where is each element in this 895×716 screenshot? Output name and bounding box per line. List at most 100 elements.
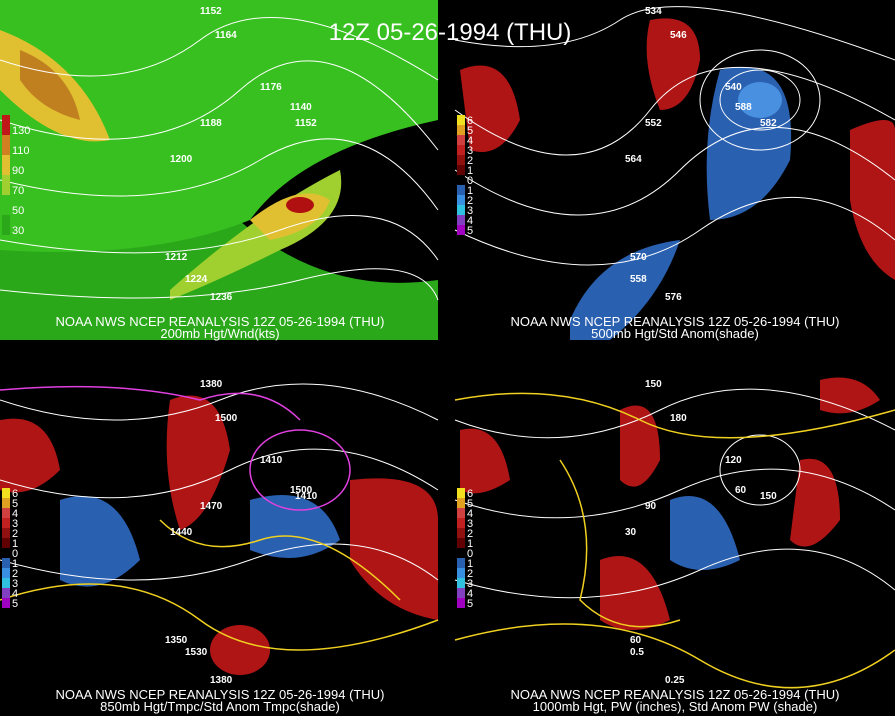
- legend-label: 110: [12, 145, 30, 157]
- contour-label: 1380: [210, 675, 233, 686]
- legend-swatch: [2, 175, 10, 195]
- legend-label: 4: [467, 215, 473, 227]
- legend-label: 6: [12, 488, 18, 500]
- legend-swatch: [2, 598, 10, 608]
- contour-label: 30: [625, 527, 637, 538]
- contour-label: 120: [725, 455, 742, 466]
- legend-label: 3: [467, 205, 473, 217]
- legend-swatch: [2, 215, 10, 235]
- legend-swatch: [457, 548, 465, 558]
- legend-label: 3: [467, 145, 473, 157]
- legend-swatch: [2, 488, 10, 498]
- legend-label: 3: [467, 518, 473, 530]
- legend-swatch: [457, 588, 465, 598]
- legend-swatch: [457, 488, 465, 498]
- caption: NOAA NWS NCEP REANALYSIS 12Z 05-26-1994 …: [511, 314, 840, 329]
- legend-swatch: [2, 568, 10, 578]
- contour-label: 150: [645, 379, 662, 390]
- legend-swatch: [457, 135, 465, 145]
- contour-label: 1500: [290, 485, 313, 496]
- legend-label: 0: [467, 548, 473, 560]
- legend-label: 1: [12, 558, 18, 570]
- subcaption: 1000mb Hgt, PW (inches), Std Anom PW (sh…: [533, 699, 818, 714]
- contour-label: 1410: [295, 491, 318, 502]
- legend-swatch: [457, 558, 465, 568]
- contour-label: 1470: [200, 501, 223, 512]
- legend-swatch: [457, 538, 465, 548]
- legend-swatch: [2, 528, 10, 538]
- legend-swatch: [2, 498, 10, 508]
- caption: NOAA NWS NCEP REANALYSIS 12Z 05-26-1994 …: [56, 314, 385, 329]
- contour-label: 1224: [185, 274, 208, 285]
- legend-swatch: [457, 155, 465, 165]
- contour-label: 570: [630, 252, 647, 263]
- legend-label: 5: [467, 498, 473, 510]
- legend-swatch: [2, 195, 10, 215]
- legend-label: 6: [467, 115, 473, 127]
- legend-swatch: [457, 518, 465, 528]
- legend-swatch: [457, 568, 465, 578]
- legend-label: 3: [467, 578, 473, 590]
- legend-swatch: [2, 155, 10, 175]
- legend-swatch: [457, 225, 465, 235]
- legend-label: 1: [467, 538, 473, 550]
- panel-850mb: [0, 373, 439, 716]
- legend-swatch: [2, 508, 10, 518]
- legend-swatch: [457, 498, 465, 508]
- contour-label: 576: [665, 292, 682, 303]
- legend-label: 2: [12, 568, 18, 580]
- legend-label: 1: [467, 165, 473, 177]
- legend-label: 0: [467, 175, 473, 187]
- legend-swatch: [2, 538, 10, 548]
- contour-label: 1152: [295, 118, 317, 129]
- legend-label: 0: [12, 548, 18, 560]
- legend-label: 2: [12, 528, 18, 540]
- title: 12Z 05-26-1994 (THU): [329, 19, 572, 46]
- contour-label: 564: [625, 154, 642, 165]
- subcaption: 500mb Hgt/Std Anom(shade): [591, 326, 759, 341]
- contour-label: 180: [670, 413, 687, 424]
- subcaption: 850mb Hgt/Tmpc/Std Anom Tmpc(shade): [100, 699, 340, 714]
- legend-swatch: [2, 588, 10, 598]
- contour-label: 558: [630, 274, 647, 285]
- legend-label: 1: [467, 185, 473, 197]
- legend-swatch: [457, 145, 465, 155]
- subcaption: 200mb Hgt/Wnd(kts): [160, 326, 279, 341]
- contour-label: 1188: [200, 118, 222, 129]
- panel-1000mb: [454, 373, 895, 716]
- contour-label: 552: [645, 118, 662, 129]
- legend-swatch: [457, 598, 465, 608]
- legend-swatch: [457, 185, 465, 195]
- legend-label: 3: [12, 518, 18, 530]
- legend-swatch: [2, 578, 10, 588]
- contour-label: 588: [735, 102, 752, 113]
- contour-label: 1350: [165, 635, 188, 646]
- contour-label: 1200: [170, 154, 193, 165]
- contour-label: 1152: [200, 6, 222, 17]
- legend-label: 5: [467, 598, 473, 610]
- legend-swatch: [457, 115, 465, 125]
- legend-label: 30: [12, 225, 24, 237]
- legend-swatch: [2, 558, 10, 568]
- contour-label: 1236: [210, 292, 233, 303]
- legend-label: 4: [467, 135, 473, 147]
- legend-swatch: [2, 135, 10, 155]
- legend-swatch: [457, 528, 465, 538]
- legend-label: 2: [467, 155, 473, 167]
- legend-swatch: [2, 518, 10, 528]
- contour-label: 1212: [165, 252, 188, 263]
- contour-label: 1140: [290, 102, 312, 113]
- contour-label: 1164: [215, 30, 237, 41]
- contour-label: 546: [670, 30, 687, 41]
- contour-label: 0.5: [630, 647, 644, 658]
- contour-label: 534: [645, 6, 662, 17]
- caption: NOAA NWS NCEP REANALYSIS 12Z 05-26-1994 …: [56, 687, 385, 702]
- legend-swatch: [457, 578, 465, 588]
- legend-label: 6: [467, 488, 473, 500]
- panel-500mb: [454, 0, 895, 340]
- contour-label: 1500: [215, 413, 238, 424]
- legend-swatch: [457, 165, 465, 175]
- legend-label: 130: [12, 125, 30, 137]
- legend-label: 4: [467, 588, 473, 600]
- legend-label: 50: [12, 205, 24, 217]
